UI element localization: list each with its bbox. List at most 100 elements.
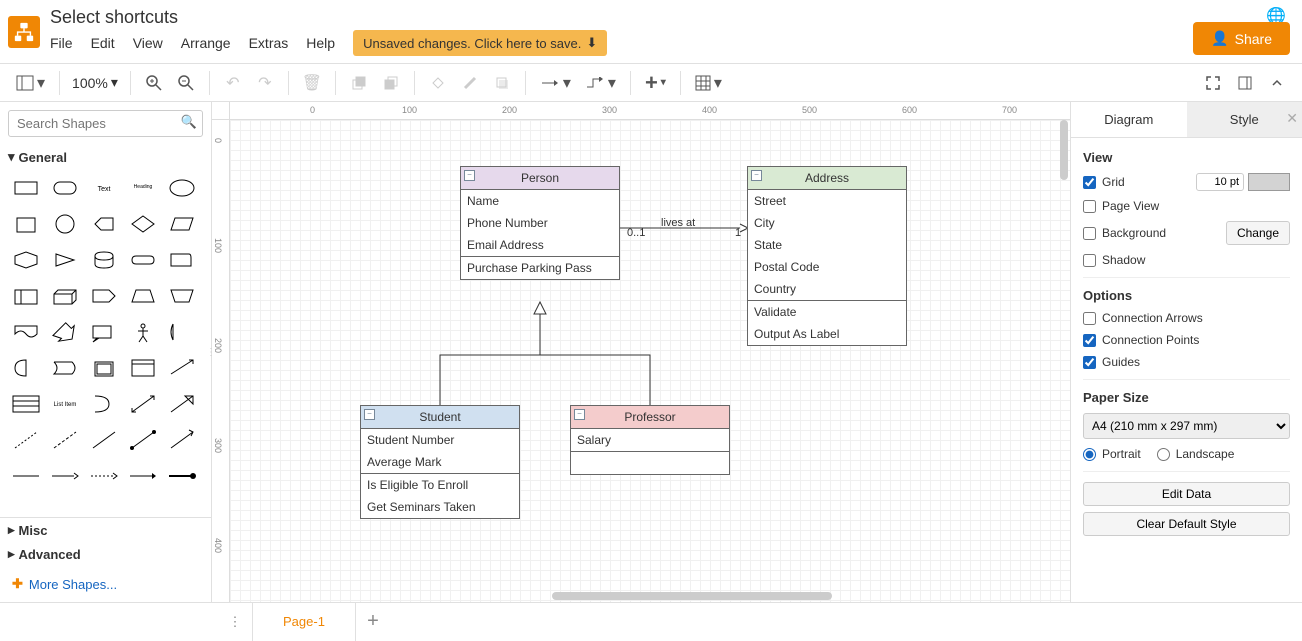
section-misc[interactable]: ▸ Misc — [0, 518, 211, 542]
entity-attr[interactable]: State — [748, 234, 906, 256]
shadow-checkbox[interactable] — [1083, 254, 1096, 267]
conn-arrows-checkbox[interactable] — [1083, 312, 1096, 325]
shape-16[interactable] — [49, 281, 81, 311]
collapse-icon[interactable]: − — [574, 409, 585, 420]
menu-help[interactable]: Help — [306, 35, 335, 51]
shape-10[interactable] — [10, 245, 42, 275]
shape-26[interactable] — [49, 353, 81, 383]
page-tab-1[interactable]: Page-1 — [252, 603, 356, 641]
canvas[interactable]: lives at 0..1 1 −PersonNamePhone NumberE… — [230, 120, 1070, 602]
collapse-icon[interactable]: − — [364, 409, 375, 420]
shape-25[interactable] — [10, 353, 42, 383]
shape-3[interactable]: Heading — [127, 173, 159, 203]
fullscreen-button[interactable] — [1198, 68, 1228, 98]
fill-color-button[interactable] — [423, 68, 453, 98]
entity-address[interactable]: −AddressStreetCityStatePostal CodeCountr… — [747, 166, 907, 346]
grid-color-swatch[interactable] — [1248, 173, 1290, 191]
shape-21[interactable] — [49, 317, 81, 347]
shape-14[interactable] — [166, 245, 198, 275]
portrait-radio[interactable] — [1083, 448, 1096, 461]
entity-op[interactable]: Get Seminars Taken — [361, 496, 519, 518]
entity-attr[interactable]: Country — [748, 278, 906, 300]
zoom-out-button[interactable] — [171, 68, 201, 98]
zoom-in-button[interactable] — [139, 68, 169, 98]
menu-view[interactable]: View — [133, 35, 163, 51]
collapse-icon[interactable]: − — [464, 170, 475, 181]
entity-attr[interactable]: Street — [748, 190, 906, 212]
shape-2[interactable]: Text — [88, 173, 120, 203]
entity-op[interactable]: Validate — [748, 301, 906, 323]
entity-attr[interactable]: Postal Code — [748, 256, 906, 278]
redo-button[interactable]: ↷ — [250, 68, 280, 98]
grid-checkbox[interactable] — [1083, 176, 1096, 189]
change-bg-button[interactable]: Change — [1226, 221, 1290, 245]
menu-arrange[interactable]: Arrange — [181, 35, 231, 51]
shape-19[interactable] — [166, 281, 198, 311]
conn-points-checkbox[interactable] — [1083, 334, 1096, 347]
section-general[interactable]: ▾ General — [0, 145, 211, 169]
shape-7[interactable] — [88, 209, 120, 239]
entity-professor[interactable]: −ProfessorSalary — [570, 405, 730, 475]
shape-35[interactable] — [10, 425, 42, 455]
zoom-level[interactable]: 100% ▾ — [68, 74, 122, 91]
landscape-radio[interactable] — [1157, 448, 1170, 461]
collapse-button[interactable] — [1262, 68, 1292, 98]
entity-op[interactable]: Output As Label — [748, 323, 906, 345]
shape-17[interactable] — [88, 281, 120, 311]
shape-0[interactable] — [10, 173, 42, 203]
shadow-button[interactable] — [487, 68, 517, 98]
shape-34[interactable] — [166, 389, 198, 419]
tab-style[interactable]: Style — [1187, 102, 1302, 137]
to-front-button[interactable] — [344, 68, 374, 98]
shape-9[interactable] — [166, 209, 198, 239]
search-shapes-input[interactable] — [8, 110, 203, 137]
entity-attr[interactable]: Student Number — [361, 429, 519, 451]
delete-button[interactable]: 🗑 — [297, 68, 327, 98]
shape-11[interactable] — [49, 245, 81, 275]
shape-1[interactable] — [49, 173, 81, 203]
search-icon[interactable]: 🔍 — [181, 114, 197, 130]
menu-edit[interactable]: Edit — [91, 35, 115, 51]
shape-40[interactable] — [10, 461, 42, 491]
shape-42[interactable] — [88, 461, 120, 491]
line-color-button[interactable] — [455, 68, 485, 98]
entity-attr[interactable]: Salary — [571, 429, 729, 451]
sidebar-toggle[interactable]: ▾ — [10, 68, 51, 98]
entity-attr[interactable]: Average Mark — [361, 451, 519, 473]
shape-15[interactable] — [10, 281, 42, 311]
entity-attr[interactable]: Phone Number — [461, 212, 619, 234]
entity-op[interactable] — [571, 452, 729, 474]
shape-43[interactable] — [127, 461, 159, 491]
entity-op[interactable]: Purchase Parking Pass — [461, 257, 619, 279]
panel-close-icon[interactable]: ✕ — [1286, 110, 1298, 127]
waypoint-button[interactable]: ▾ — [579, 68, 622, 98]
connection-button[interactable]: ▾ — [534, 68, 577, 98]
edge-label-lives-at[interactable]: lives at — [660, 216, 696, 230]
unsaved-notice[interactable]: Unsaved changes. Click here to save. ⬇ — [353, 30, 607, 56]
entity-attr[interactable]: City — [748, 212, 906, 234]
entity-attr[interactable]: Email Address — [461, 234, 619, 256]
table-button[interactable]: ▾ — [689, 68, 728, 98]
shape-36[interactable] — [49, 425, 81, 455]
section-advanced[interactable]: ▸ Advanced — [0, 542, 211, 566]
shape-22[interactable] — [88, 317, 120, 347]
pageview-checkbox[interactable] — [1083, 200, 1096, 213]
background-checkbox[interactable] — [1083, 227, 1096, 240]
shape-23[interactable] — [127, 317, 159, 347]
shape-38[interactable] — [127, 425, 159, 455]
more-shapes-button[interactable]: ✚ More Shapes... — [0, 566, 211, 602]
tab-diagram[interactable]: Diagram — [1071, 102, 1187, 137]
pages-menu-icon[interactable]: ⋮ — [218, 603, 252, 641]
edge-mult-1[interactable]: 1 — [734, 226, 742, 240]
grid-size-input[interactable] — [1196, 173, 1244, 191]
shape-27[interactable] — [88, 353, 120, 383]
edge-mult-0-1[interactable]: 0..1 — [626, 226, 646, 240]
shape-37[interactable] — [88, 425, 120, 455]
shape-20[interactable] — [10, 317, 42, 347]
shape-29[interactable] — [166, 353, 198, 383]
shape-18[interactable] — [127, 281, 159, 311]
undo-button[interactable]: ↶ — [218, 68, 248, 98]
collapse-icon[interactable]: − — [751, 170, 762, 181]
paper-size-select[interactable]: A4 (210 mm x 297 mm) — [1083, 413, 1290, 439]
entity-op[interactable]: Is Eligible To Enroll — [361, 474, 519, 496]
